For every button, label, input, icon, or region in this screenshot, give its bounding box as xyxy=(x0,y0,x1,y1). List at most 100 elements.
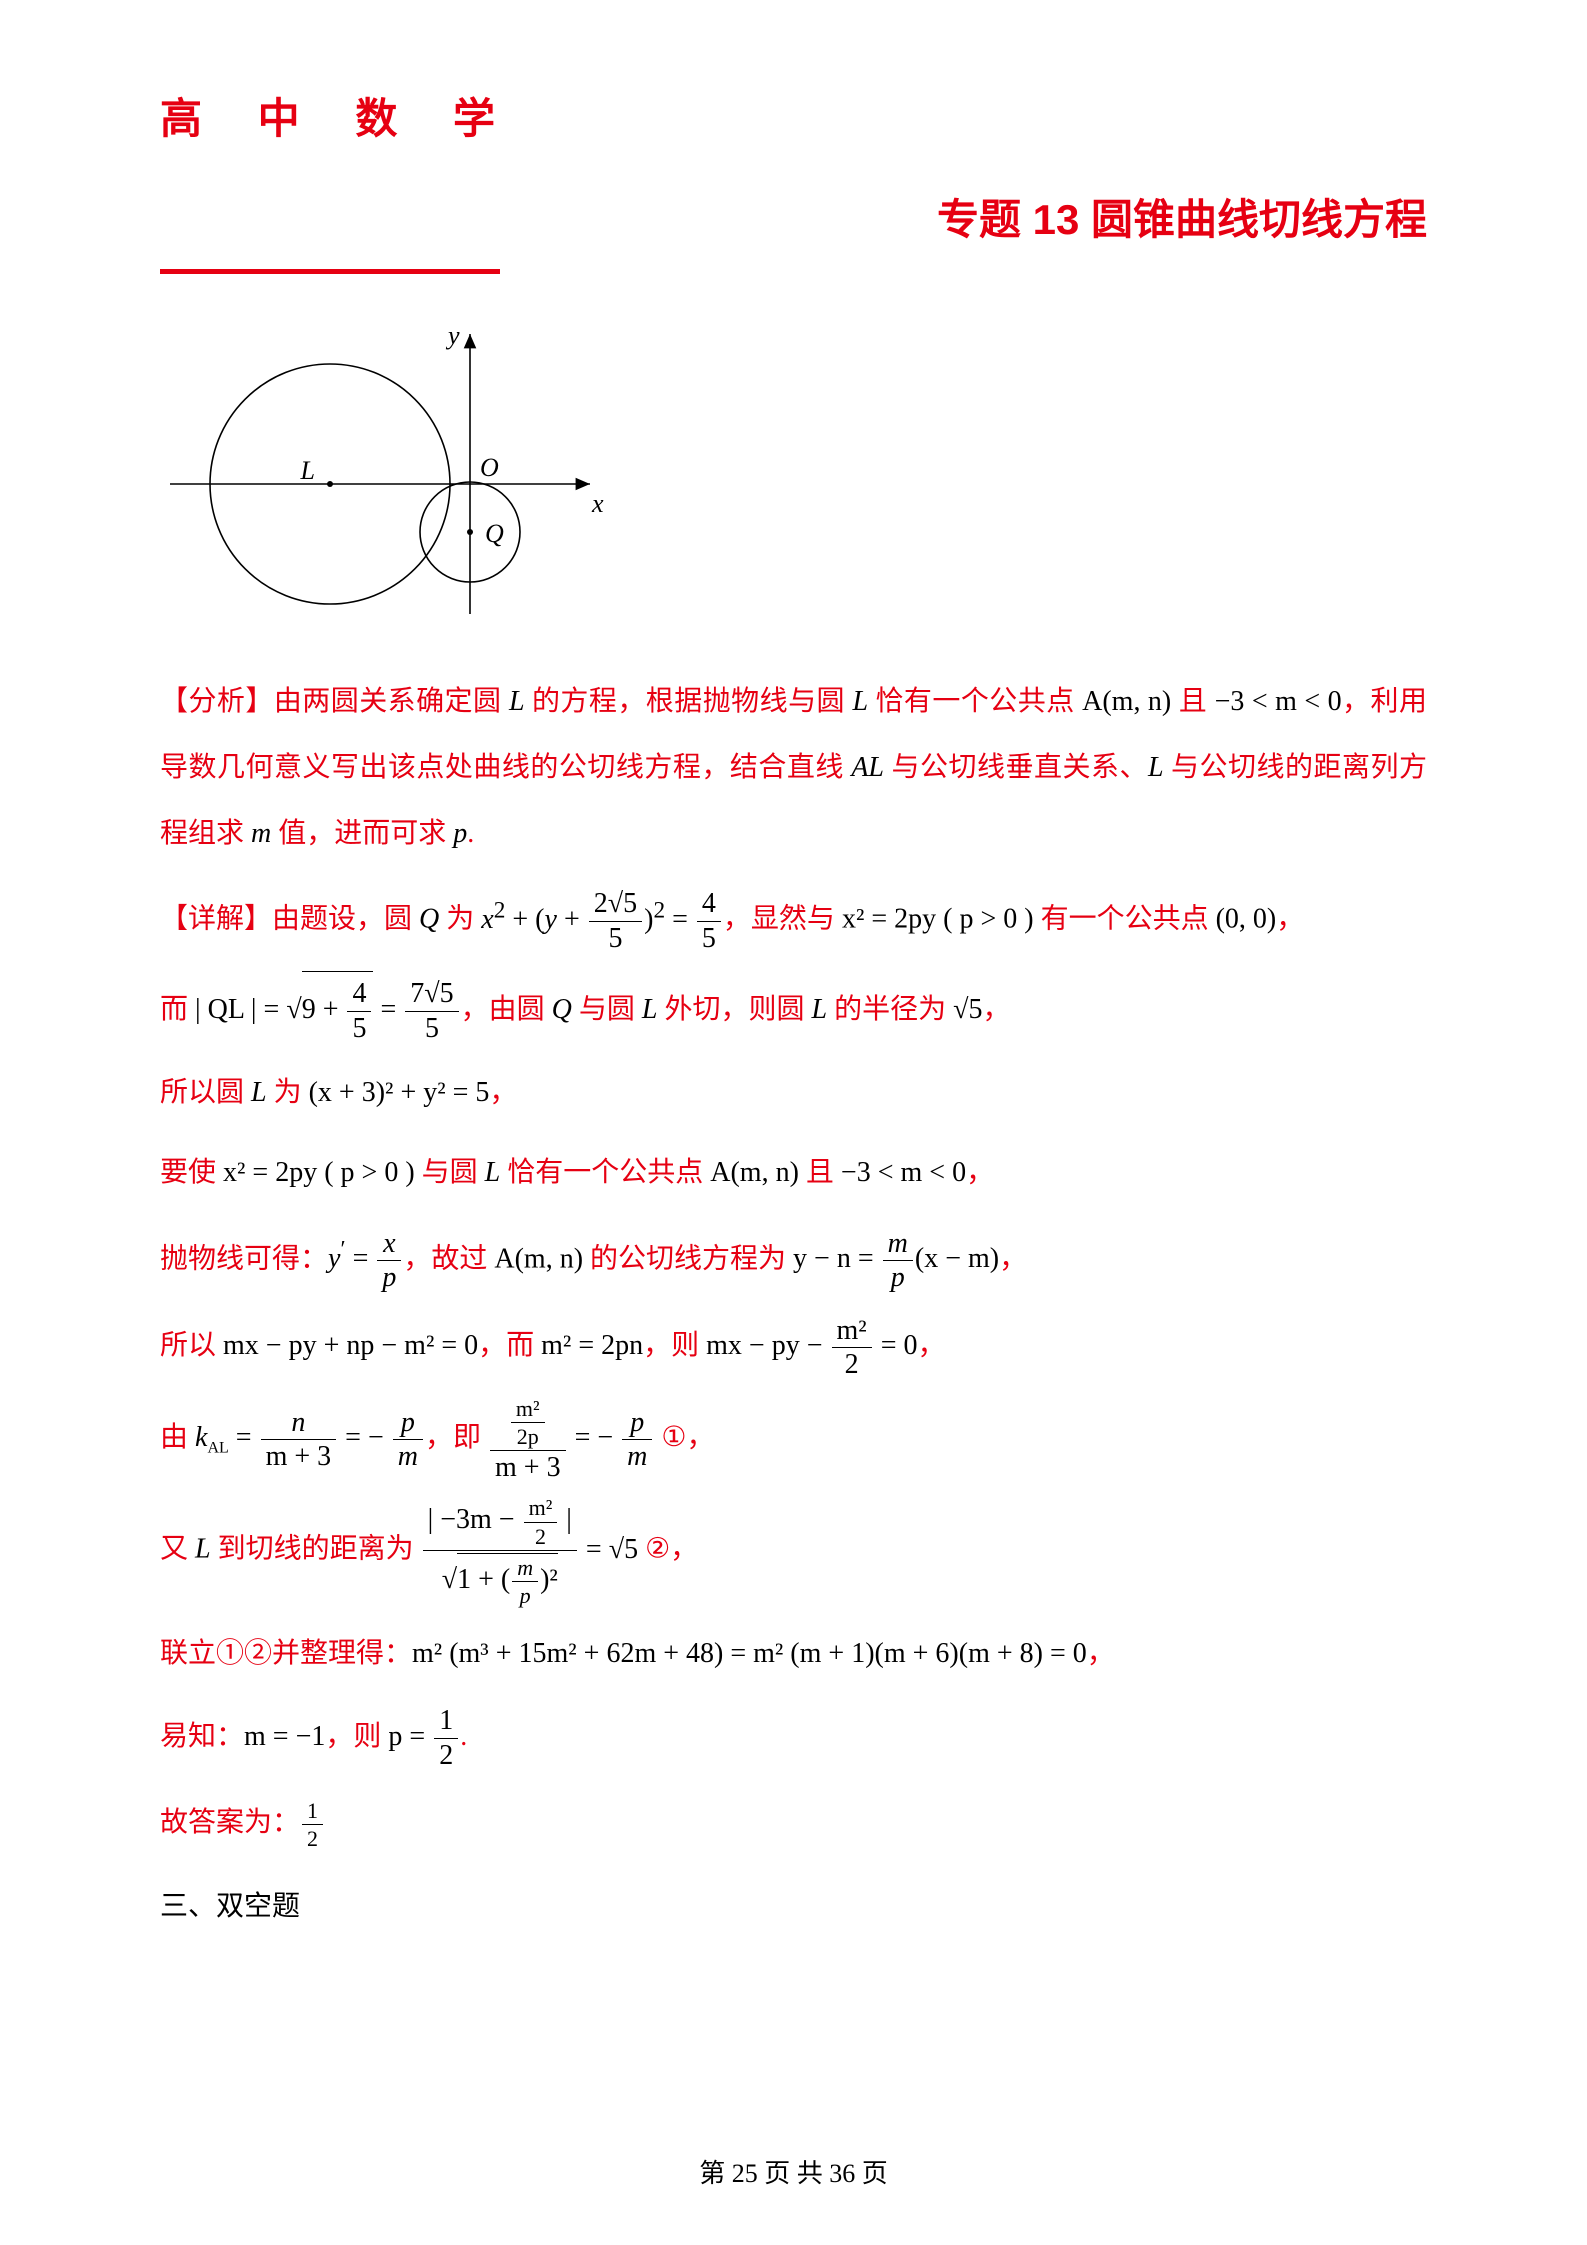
t: . xyxy=(467,818,474,849)
t: 外切，则圆 xyxy=(658,994,812,1025)
bigfrac: | −3m − m²2 |√1 + (mp)² xyxy=(423,1496,577,1606)
den: √1 + (mp)² xyxy=(423,1551,577,1607)
detail-line-10: 易知：m = −1，则 p = 12. xyxy=(160,1701,1427,1774)
t: ，则 xyxy=(325,1721,388,1752)
x: x xyxy=(481,904,493,935)
t: ①， xyxy=(654,1422,714,1453)
t: 抛物线可得： xyxy=(160,1243,328,1274)
t: 要使 xyxy=(160,1157,223,1188)
circles-diagram: LQOxy xyxy=(160,314,1427,629)
svg-text:y: y xyxy=(445,321,460,350)
frac: 2√55 xyxy=(589,889,642,953)
detail-line-7: 由 kAL = nm + 3 = − pm，即 m²2pm + 3 = − pm… xyxy=(160,1397,1427,1483)
n: m² xyxy=(511,1397,545,1423)
eq1: x2 + (y + 2√55)2 = 45 xyxy=(481,904,723,935)
detail-line-11: 故答案为：12 xyxy=(160,1787,1427,1860)
t: 与圆 xyxy=(415,1157,485,1188)
sqrt5: √5 xyxy=(953,994,982,1025)
t: 第 xyxy=(699,2159,732,2188)
sym-L: L xyxy=(195,1534,211,1565)
d: p xyxy=(512,1582,538,1607)
num: m xyxy=(883,1229,913,1261)
radicand: 1 + (mp)² xyxy=(457,1553,558,1607)
den: p xyxy=(883,1261,913,1292)
svg-text:O: O xyxy=(480,453,499,482)
section-3-heading: 三、双空题 xyxy=(160,1874,1427,1940)
svg-text:x: x xyxy=(591,489,604,518)
den: m + 3 xyxy=(261,1440,337,1471)
frac: 45 xyxy=(697,889,721,953)
t: ②， xyxy=(638,1534,698,1565)
sym-AL: AL xyxy=(851,752,884,783)
kAL: kAL = nm + 3 = − pm xyxy=(195,1422,425,1453)
sym-L: L xyxy=(642,994,658,1025)
expr-Amn: A(m, n) xyxy=(1082,686,1171,717)
red-rule xyxy=(160,269,500,274)
lhs: p = xyxy=(388,1721,432,1752)
t: 又 xyxy=(160,1534,195,1565)
eq14b: p = 12 xyxy=(388,1721,460,1752)
t: ， xyxy=(489,1077,517,1108)
num: m²2p xyxy=(490,1397,566,1451)
frac: xp xyxy=(377,1229,401,1293)
den: 5 xyxy=(347,1012,371,1043)
t: 与公切线垂直关系、 xyxy=(884,752,1148,783)
eq2: x² = 2py ( p > 0 ) xyxy=(842,904,1034,935)
sqrt: √ xyxy=(286,994,301,1025)
svg-text:L: L xyxy=(300,456,315,485)
t: 由两圆关系确定圆 xyxy=(274,686,509,717)
pre: | −3m − xyxy=(428,1504,522,1535)
t: + xyxy=(557,904,587,935)
t: 且 xyxy=(1171,686,1214,717)
rhs: (x − m) xyxy=(915,1243,999,1274)
eq11b: m²2pm + 3 = − pm xyxy=(488,1422,654,1453)
t: ，故过 xyxy=(403,1243,494,1274)
sym-L: L xyxy=(485,1157,501,1188)
t: ，则 xyxy=(643,1330,706,1361)
eq7: y − n = mp(x − m) xyxy=(793,1243,999,1274)
t: 为 xyxy=(439,904,481,935)
lhs: y − n = xyxy=(793,1243,881,1274)
t: 联立①②并整理得： xyxy=(160,1638,412,1669)
sub: AL xyxy=(207,1440,228,1457)
t: ，由圆 xyxy=(461,994,552,1025)
den: m xyxy=(622,1440,652,1471)
lhs: mx − py − xyxy=(706,1330,829,1361)
header-title: 高 中 数 学 xyxy=(160,85,1427,146)
den: 2 xyxy=(302,1825,323,1850)
detail-line-4: 要使 x² = 2py ( p > 0 ) 与圆 L 恰有一个公共点 A(m, … xyxy=(160,1140,1427,1206)
t: 页 共 xyxy=(758,2159,830,2188)
eq: = xyxy=(229,1422,259,1453)
t: ， xyxy=(999,1243,1027,1274)
inner: m²2p xyxy=(511,1397,545,1448)
analysis-paragraph: 【分析】由两圆关系确定圆 L 的方程，根据抛物线与圆 L 恰有一个公共点 A(m… xyxy=(160,669,1427,866)
num: 1 xyxy=(302,1799,323,1825)
d: 2 xyxy=(524,1523,558,1548)
sym-Q: Q xyxy=(419,904,439,935)
frac: mp xyxy=(883,1229,913,1293)
t: ，即 xyxy=(425,1422,488,1453)
sym-p: p xyxy=(453,818,467,849)
range: −3 < m < 0 xyxy=(841,1157,966,1188)
den: 5 xyxy=(589,922,642,953)
sym-Q: Q xyxy=(552,994,572,1025)
t: 到切线的距离为 xyxy=(211,1534,421,1565)
eq: = xyxy=(373,994,403,1025)
page-total: 36 xyxy=(829,2159,855,2188)
num: 4 xyxy=(697,889,721,921)
frac: 12 xyxy=(434,1706,458,1770)
t: 所以 xyxy=(160,1330,223,1361)
rhs: = 0 xyxy=(874,1330,918,1361)
t: 有一个公共点 xyxy=(1034,904,1216,935)
sym-m: m xyxy=(251,818,271,849)
detail-line-9: 联立①②并整理得：m² (m³ + 15m² + 62m + 48) = m² … xyxy=(160,1621,1427,1687)
inner: mp xyxy=(512,1556,538,1607)
eq13: m² (m³ + 15m² + 62m + 48) = m² (m + 1)(m… xyxy=(412,1638,1087,1669)
page-num: 25 xyxy=(732,2159,758,2188)
t: 所以圆 xyxy=(160,1077,251,1108)
frac: 7√55 xyxy=(405,979,458,1043)
t: 值，进而可求 xyxy=(271,818,453,849)
sym-L: L xyxy=(1148,752,1164,783)
sq: 2 xyxy=(653,897,665,923)
pt00: (0, 0) xyxy=(1216,904,1277,935)
